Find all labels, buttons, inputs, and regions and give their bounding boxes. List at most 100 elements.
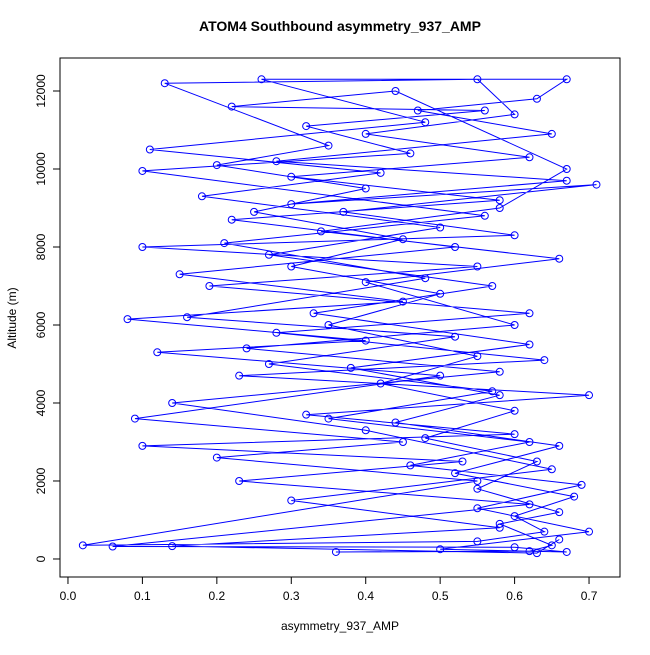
data-point (421, 118, 430, 127)
data-point (242, 344, 251, 353)
data-point (436, 371, 445, 380)
data-point (473, 504, 482, 513)
data-point (495, 367, 504, 376)
x-tick-label: 0.3 (283, 589, 300, 603)
data-point (138, 242, 147, 251)
data-point (547, 465, 556, 474)
data-point (361, 184, 370, 193)
data-point (585, 527, 594, 536)
data-point (562, 164, 571, 173)
data-point (510, 430, 519, 439)
x-tick-label: 0.7 (581, 589, 598, 603)
data-point (436, 289, 445, 298)
data-point (205, 281, 214, 290)
x-tick-label: 0.4 (357, 589, 374, 603)
data-point (451, 332, 460, 341)
data-point (287, 262, 296, 271)
data-point (235, 371, 244, 380)
data-point (473, 75, 482, 84)
data-point (160, 79, 169, 88)
data-point (473, 352, 482, 361)
y-tick-label: 4000 (34, 389, 48, 416)
data-point (577, 480, 586, 489)
data-point (495, 391, 504, 400)
data-point (510, 110, 519, 119)
y-tick-label: 6000 (34, 311, 48, 338)
data-point (361, 278, 370, 287)
data-point (510, 231, 519, 240)
x-tick-label: 0.6 (506, 589, 523, 603)
data-point (525, 153, 534, 162)
data-point (555, 535, 564, 544)
data-point (302, 410, 311, 419)
data-point (592, 180, 601, 189)
data-point (250, 207, 259, 216)
data-point (555, 441, 564, 450)
data-point (235, 476, 244, 485)
data-point (168, 542, 177, 551)
data-point (510, 320, 519, 329)
data-point (458, 457, 467, 466)
data-point (562, 75, 571, 84)
data-point (473, 262, 482, 271)
data-point (287, 172, 296, 181)
data-line (82, 78, 597, 554)
y-tick-label: 2000 (34, 467, 48, 494)
data-point (257, 75, 266, 84)
data-point (130, 414, 139, 423)
data-point (525, 309, 534, 318)
data-point (436, 545, 445, 554)
x-tick-label: 0.2 (208, 589, 225, 603)
data-point (138, 166, 147, 175)
y-axis-label: Altitude (m) (5, 287, 19, 348)
data-point (532, 457, 541, 466)
data-point (346, 363, 355, 372)
data-point (302, 122, 311, 131)
data-point (324, 414, 333, 423)
data-point (525, 340, 534, 349)
data-point (272, 328, 281, 337)
data-point (436, 223, 445, 232)
data-point (473, 476, 482, 485)
data-point (168, 398, 177, 407)
data-point (361, 129, 370, 138)
data-point (108, 542, 117, 551)
data-point (495, 196, 504, 205)
data-point (480, 211, 489, 220)
data-point (331, 547, 340, 556)
data-point (473, 484, 482, 493)
data-point (413, 106, 422, 115)
data-point (339, 207, 348, 216)
data-point (272, 157, 281, 166)
data-point (183, 313, 192, 322)
data-point (406, 461, 415, 470)
data-point (585, 391, 594, 400)
data-point (78, 541, 87, 550)
data-point (264, 250, 273, 259)
data-point (398, 235, 407, 244)
data-point (391, 418, 400, 427)
data-point (451, 469, 460, 478)
data-point (227, 102, 236, 111)
data-point (532, 94, 541, 103)
data-point (376, 168, 385, 177)
data-point (153, 348, 162, 357)
data-point (495, 519, 504, 528)
data-point (309, 309, 318, 318)
chart-title: ATOM4 Southbound asymmetry_937_AMP (199, 18, 481, 34)
data-point (547, 129, 556, 138)
data-point (324, 320, 333, 329)
data-point (145, 145, 154, 154)
data-point (540, 356, 549, 365)
x-tick-label: 0.0 (60, 589, 77, 603)
data-point (398, 437, 407, 446)
data-point (421, 434, 430, 443)
data-point (123, 315, 132, 324)
y-tick-label: 8000 (34, 233, 48, 260)
data-point (525, 437, 534, 446)
data-point (138, 441, 147, 450)
data-point (525, 547, 534, 556)
data-point (570, 492, 579, 501)
